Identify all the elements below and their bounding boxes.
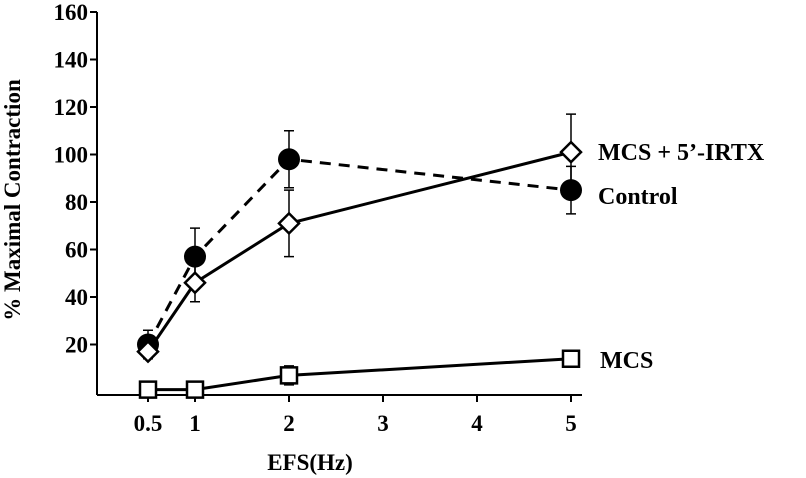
series-mcs-5-irtx	[136, 113, 583, 364]
series-line	[146, 150, 572, 353]
y-ticks: 20 40 60 80 100 120 140 160	[54, 0, 97, 358]
x-tick-label: 5	[565, 411, 577, 436]
x-tick-label: 4	[471, 411, 483, 436]
y-tick-label: 60	[65, 238, 88, 263]
series-label: MCS	[600, 348, 653, 374]
data-point	[278, 148, 300, 171]
data-point	[279, 366, 299, 385]
y-tick-label: 140	[54, 48, 89, 73]
x-tick-label: 3	[377, 411, 389, 436]
series-line	[148, 357, 572, 392]
y-axis-title: % Maximal Contraction	[0, 79, 25, 321]
data-point	[138, 380, 158, 399]
x-axis-title: EFS(Hz)	[267, 450, 353, 475]
y-tick-label: 100	[54, 143, 89, 168]
y-tick-label: 20	[65, 333, 88, 358]
series-label: Control	[598, 184, 678, 210]
y-tick-label: 160	[54, 0, 89, 25]
series-labels: Control MCS + 5’-IRTX MCS	[598, 140, 765, 374]
x-tick-label: 0.5	[134, 411, 163, 436]
axes: 20 40 60 80 100 120 140 160 0.5 1 2 3 4 5	[54, 0, 582, 436]
data-point	[136, 339, 160, 364]
y-tick-label: 120	[54, 95, 89, 120]
x-ticks: 0.5 1 2 3 4 5	[134, 395, 577, 436]
series-label: MCS + 5’-IRTX	[598, 140, 765, 166]
series-line	[146, 157, 572, 346]
x-tick-label: 1	[189, 411, 201, 436]
x-tick-label: 2	[283, 411, 295, 436]
y-tick-label: 40	[65, 285, 88, 310]
y-tick-label: 80	[65, 190, 88, 215]
data-point	[184, 245, 206, 268]
data-point	[277, 211, 301, 236]
data-point	[561, 349, 581, 368]
data-point	[559, 140, 583, 164]
series-layer	[136, 113, 583, 399]
series-mcs	[138, 349, 581, 399]
data-point	[185, 380, 205, 399]
data-point	[183, 270, 207, 295]
